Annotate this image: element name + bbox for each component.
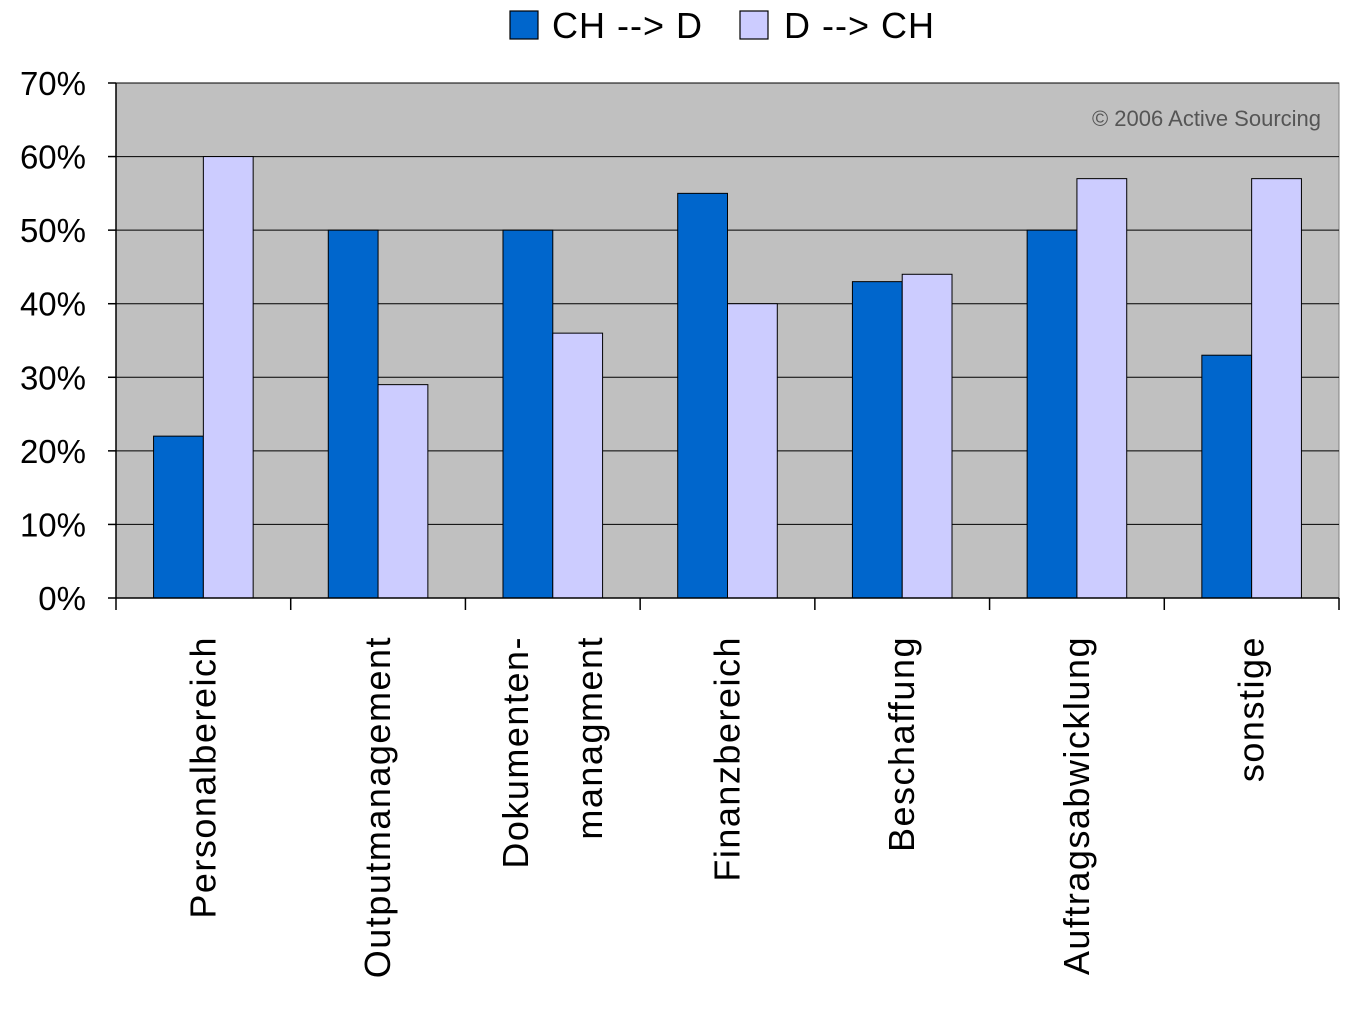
- copyright-annotation: © 2006 Active Sourcing: [1092, 106, 1321, 131]
- bar-d-ch: [901, 273, 953, 599]
- bar-ch-d: [327, 229, 379, 599]
- bar-ch-d: [153, 435, 204, 599]
- x-category-label: Personalbereich: [182, 636, 223, 919]
- y-tick-label: 0%: [38, 580, 86, 617]
- x-category-label: Beschaffung: [881, 636, 922, 852]
- x-category-label: Auftragsabwicklung: [1056, 636, 1097, 975]
- bar-ch-d: [851, 281, 903, 599]
- legend-label: D --> CH: [784, 5, 935, 46]
- y-tick-label: 40%: [20, 286, 86, 323]
- x-category-label: Finanzbereich: [707, 636, 748, 882]
- y-tick-label: 30%: [20, 359, 86, 396]
- legend-label: CH --> D: [552, 5, 703, 46]
- y-tick-label: 70%: [20, 65, 86, 102]
- x-category-label: sonstige: [1231, 636, 1272, 782]
- bar-d-ch: [377, 384, 429, 599]
- bar-d-ch: [727, 303, 778, 599]
- bar-d-ch: [1251, 178, 1302, 599]
- bar-d-ch: [1076, 178, 1128, 599]
- y-tick-label: 50%: [20, 212, 86, 249]
- y-tick-label: 10%: [20, 506, 86, 543]
- legend-swatch: [509, 10, 539, 40]
- x-category-label: Dokumenten-: [495, 636, 536, 869]
- bar-d-ch: [552, 332, 604, 599]
- bar-ch-d: [1201, 354, 1253, 599]
- y-tick-label: 20%: [20, 433, 86, 470]
- y-tick-label: 60%: [20, 139, 86, 176]
- bar-ch-d: [1026, 229, 1078, 599]
- bar-ch-d: [502, 229, 554, 599]
- bar-ch-d: [677, 192, 728, 599]
- x-category-label: managment: [569, 636, 610, 840]
- bar-d-ch: [202, 156, 254, 599]
- x-category-label: Outputmanagement: [357, 636, 398, 978]
- legend-swatch: [739, 10, 769, 40]
